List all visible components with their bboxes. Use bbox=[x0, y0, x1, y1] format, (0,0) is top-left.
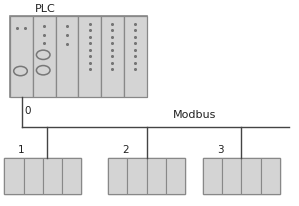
Bar bbox=[203, 158, 222, 194]
Bar bbox=[147, 158, 166, 194]
Bar bbox=[127, 158, 147, 194]
Bar bbox=[101, 17, 124, 98]
Bar bbox=[108, 158, 127, 194]
Bar bbox=[261, 158, 280, 194]
Bar bbox=[56, 17, 78, 98]
Bar bbox=[108, 158, 185, 194]
Bar bbox=[62, 158, 81, 194]
Bar bbox=[4, 158, 24, 194]
Bar bbox=[10, 17, 33, 98]
Bar bbox=[4, 158, 81, 194]
Text: 0: 0 bbox=[25, 106, 31, 116]
Text: 3: 3 bbox=[217, 144, 223, 154]
Bar bbox=[203, 158, 280, 194]
Bar bbox=[166, 158, 185, 194]
Text: Modbus: Modbus bbox=[173, 110, 216, 120]
Bar bbox=[222, 158, 241, 194]
Bar bbox=[241, 158, 261, 194]
Text: 2: 2 bbox=[122, 144, 129, 154]
Text: 1: 1 bbox=[18, 144, 25, 154]
Bar bbox=[78, 17, 101, 98]
Bar bbox=[124, 17, 147, 98]
Bar bbox=[33, 17, 56, 98]
Text: PLC: PLC bbox=[35, 4, 56, 14]
Bar bbox=[10, 17, 147, 98]
Bar bbox=[43, 158, 62, 194]
Bar bbox=[24, 158, 43, 194]
